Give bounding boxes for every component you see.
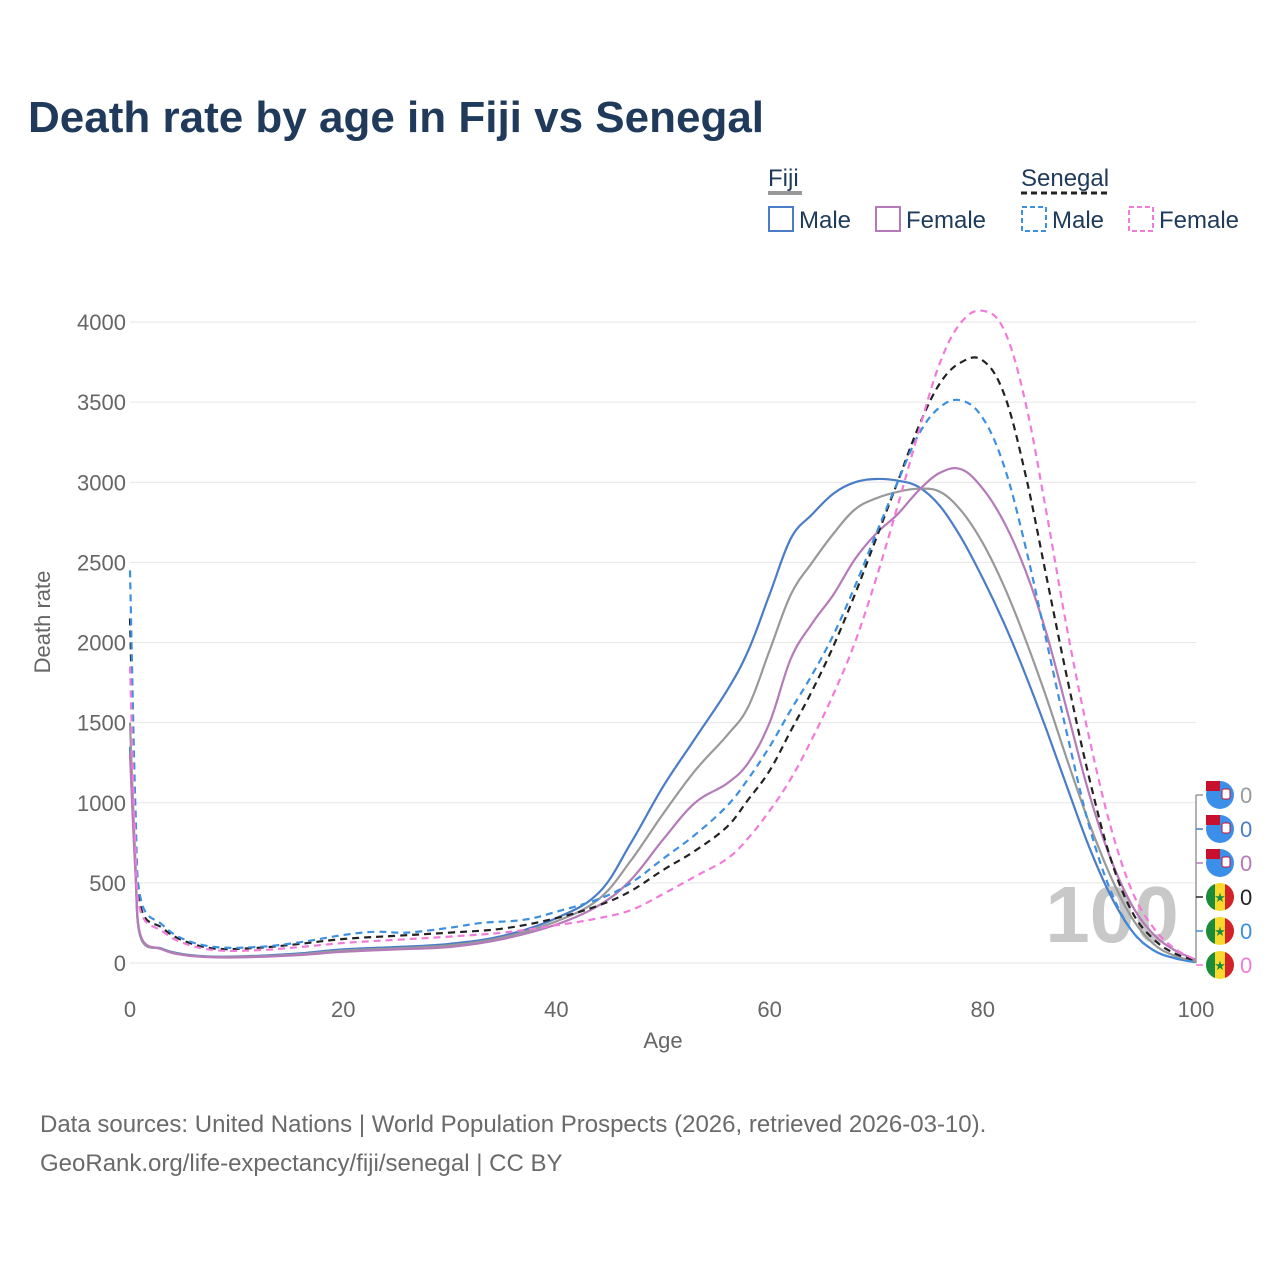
y-tick-label: 0 (114, 951, 126, 976)
end-value-senegal-male: 0 (1240, 919, 1252, 944)
senegal-flag-icon: ★ (1206, 951, 1234, 979)
legend-heading-fiji: Fiji (768, 165, 799, 192)
gridlines (130, 321, 1196, 964)
y-axis-ticks: 0 500 1000 1500 2000 2500 3000 3500 4000 (77, 310, 126, 976)
y-tick-label: 3500 (77, 390, 126, 415)
svg-text:★: ★ (1214, 924, 1226, 939)
x-tick-label: 100 (1178, 997, 1215, 1022)
y-tick-label: 1000 (77, 791, 126, 816)
svg-text:★: ★ (1214, 890, 1226, 905)
series-line-fiji-male[interactable] (128, 477, 1197, 964)
x-axis-label: Age (643, 1028, 682, 1053)
y-tick-label: 500 (89, 871, 126, 896)
y-tick-label: 1500 (77, 711, 126, 736)
x-tick-label: 60 (757, 997, 781, 1022)
legend: Fiji Male Female Senegal Male Female (768, 165, 1239, 234)
series-line-fiji-female[interactable] (128, 467, 1197, 961)
x-tick-label: 80 (971, 997, 995, 1022)
senegal-flag-icon: ★ (1206, 883, 1234, 911)
year-watermark: 100 (1045, 870, 1178, 959)
series-line-senegal-male[interactable] (128, 398, 1197, 964)
end-value-fiji-male: 0 (1240, 817, 1252, 842)
y-axis-label: Death rate (30, 571, 55, 674)
series-lines (128, 309, 1197, 964)
y-tick-label: 2000 (77, 631, 126, 656)
legend-swatch-fiji-female[interactable] (875, 206, 901, 232)
legend-heading-senegal: Senegal (1021, 165, 1109, 192)
x-axis-ticks: 0 20 40 60 80 100 (124, 997, 1214, 1022)
legend-label-senegal-female[interactable]: Female (1159, 207, 1239, 234)
x-tick-label: 20 (331, 997, 355, 1022)
series-line-senegal-female[interactable] (128, 309, 1197, 961)
legend-swatch-senegal-male[interactable] (1021, 206, 1047, 232)
source-line-1: Data sources: United Nations | World Pop… (40, 1111, 986, 1138)
series-line-fiji-total[interactable] (128, 487, 1197, 963)
end-value-senegal-total: 0 (1240, 885, 1252, 910)
source-line-2[interactable]: GeoRank.org/life-expectancy/fiji/senegal… (40, 1150, 562, 1177)
legend-label-fiji-male[interactable]: Male (799, 207, 851, 234)
chart-title: Death rate by age in Fiji vs Senegal (28, 93, 764, 142)
fiji-flag-icon (1206, 781, 1234, 809)
legend-label-senegal-male[interactable]: Male (1052, 207, 1104, 234)
senegal-flag-icon: ★ (1206, 917, 1234, 945)
y-tick-label: 3000 (77, 470, 126, 495)
legend-label-fiji-female[interactable]: Female (906, 207, 986, 234)
fiji-flag-icon (1206, 815, 1234, 843)
legend-swatch-senegal-female[interactable] (1128, 206, 1154, 232)
x-tick-label: 40 (544, 997, 568, 1022)
end-connector-fiji-total (1195, 794, 1203, 963)
legend-swatch-fiji-male[interactable] (768, 206, 794, 232)
y-tick-label: 2500 (77, 550, 126, 575)
svg-text:★: ★ (1214, 958, 1226, 973)
end-markers: ★ ★ ★ 0 0 0 0 0 0 (1195, 781, 1252, 979)
fiji-flag-icon (1206, 849, 1234, 877)
end-value-senegal-female: 0 (1240, 953, 1252, 978)
end-value-fiji-total: 0 (1240, 783, 1252, 808)
x-tick-label: 0 (124, 997, 136, 1022)
end-value-fiji-female: 0 (1240, 851, 1252, 876)
series-line-senegal-total[interactable] (128, 356, 1197, 962)
y-tick-label: 4000 (77, 310, 126, 335)
